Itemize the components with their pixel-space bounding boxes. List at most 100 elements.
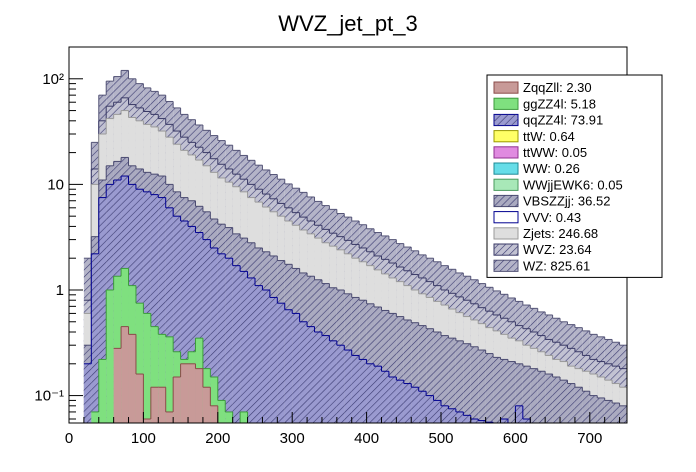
bin-hatch-vbszzjj: [448, 338, 456, 423]
bin-hatch-qqzz4l: [374, 366, 382, 423]
legend-swatch-vvv: [493, 211, 519, 224]
legend-label-wwjjewk6: WWjjEWK6: 0.05: [523, 177, 623, 192]
bin-ggzz4l: [106, 289, 114, 423]
bin-zqqzll: [128, 334, 136, 423]
bin-hatch-qqzz4l: [433, 400, 441, 423]
bin-hatch-qqzz4l: [329, 340, 337, 423]
bin-hatch-qqzz4l: [98, 197, 107, 423]
bin-hatch-qqzz4l: [284, 309, 293, 423]
bin-hatch-vbszzjj: [381, 310, 389, 423]
legend-label-zqqzll: ZqqZll: 2.30: [523, 80, 592, 95]
bin-hatch-qqzz4l: [336, 345, 345, 423]
bin-hatch-vbszzjj: [403, 319, 412, 423]
chart-title: WVZ_jet_pt_3: [278, 11, 417, 36]
bin-ggzz4l: [135, 303, 144, 423]
bin-hatch-qqzz4l: [158, 197, 166, 423]
bin-hatch-vbszzjj: [507, 361, 516, 423]
legend-label-vbszzjj: VBSZZjj: 36.52: [523, 194, 610, 209]
bin-hatch-vbszzjj: [515, 363, 523, 423]
bin-zqqzll: [165, 411, 174, 423]
bin-hatch-vbszzjj: [388, 313, 397, 423]
legend-swatch-ggzz4l: [493, 97, 519, 110]
bin-hatch-vbszzjj: [530, 368, 538, 423]
legend-label-ggzz4l: ggZZ4l: 5.18: [523, 96, 596, 111]
bin-hatch-vbszzjj: [441, 335, 449, 423]
legend-swatch-zqqzll: [493, 81, 519, 94]
bin-hatch-qqzz4l: [366, 363, 375, 423]
bin-hatch-vbszzjj: [522, 366, 531, 423]
bin-hatch-qqzz4l: [262, 289, 270, 423]
x-tick-label: 400: [354, 430, 379, 447]
bin-hatch-qqzz4l: [299, 321, 308, 423]
legend-label-qqzz4l: qqZZ4l: 73.91: [523, 113, 603, 128]
bin-hatch-qqzz4l: [217, 253, 226, 423]
bin-hatch-qqzz4l: [344, 350, 352, 423]
legend-swatch-zjets: [493, 227, 519, 240]
bin-hatch-vbszzjj: [374, 307, 382, 423]
bin-hatch-vbszzjj: [396, 316, 404, 423]
legend-label-vvv: VVV: 0.43: [523, 210, 581, 225]
bin-hatch-qqzz4l: [188, 226, 196, 423]
bin-ggzz4l: [98, 359, 107, 423]
bin-hatch-qqzz4l: [232, 265, 241, 423]
legend-swatch-ttw: [493, 130, 519, 143]
bin-hatch-qqzz4l: [411, 387, 419, 423]
bin-hatch-qqzz4l: [180, 221, 189, 423]
legend-label-ttw: ttW: 0.64: [523, 129, 575, 144]
bin-hatch-vbszzjj: [604, 400, 613, 423]
legend-swatch-hatch-vbszzjj: [494, 195, 518, 207]
bin-hatch-qqzz4l: [210, 247, 218, 423]
bin-hatch-vbszzjj: [589, 395, 598, 423]
bin-hatch-vbszzjj: [582, 391, 590, 423]
bin-hatch-qqzz4l: [478, 420, 486, 423]
bin-hatch-vbszzjj: [537, 371, 546, 423]
bin-hatch-qqzz4l: [269, 297, 278, 423]
legend-swatch-hatch-wz: [494, 260, 518, 272]
bin-hatch-qqzz4l: [448, 408, 456, 423]
bin-hatch-qqzz4l: [165, 207, 174, 423]
bin-hatch-vbszzjj: [485, 353, 494, 423]
x-tick-label: 700: [577, 430, 602, 447]
legend-swatch-hatch-qqzz4l: [494, 114, 518, 126]
bin-hatch-qqzz4l: [455, 411, 464, 423]
bin-hatch-vbszzjj: [493, 357, 501, 423]
bin-hatch-qqzz4l: [470, 419, 479, 423]
bin-zqqzll: [210, 405, 218, 423]
bin-hatch-qqzz4l: [381, 371, 389, 423]
bin-ggzz4l: [143, 313, 151, 423]
bin-hatch-qqzz4l: [321, 335, 330, 423]
bin-hatch-qqzz4l: [307, 326, 315, 423]
bin-ggzz4l: [91, 411, 99, 423]
legend-label-wz: WZ: 825.61: [523, 258, 590, 273]
bin-hatch-qqzz4l: [202, 239, 211, 423]
bin-hatch-vbszzjj: [426, 328, 434, 423]
x-tick-label: 100: [131, 430, 156, 447]
legend-swatch-wwjjewk6: [493, 178, 519, 191]
bin-hatch-qqzz4l: [173, 216, 181, 423]
bin-zqqzll: [180, 363, 189, 423]
bin-hatch-qqzz4l: [403, 383, 412, 423]
bin-hatch-qqzz4l: [515, 405, 523, 423]
bin-zqqzll: [135, 374, 144, 423]
bin-zqqzll: [158, 387, 166, 423]
bin-hatch-qqzz4l: [463, 415, 471, 423]
legend-label-wvz: WVZ: 23.64: [523, 242, 592, 257]
x-tick-label: 500: [428, 430, 453, 447]
bin-hatch-vbszzjj: [545, 374, 553, 423]
bin-hatch-qqzz4l: [240, 271, 248, 423]
bin-zqqzll: [150, 387, 159, 423]
bin-ggzz4l: [240, 411, 248, 423]
legend-label-ttww: ttWW: 0.05: [523, 145, 587, 160]
bin-hatch-qqzz4l: [255, 285, 263, 423]
bin-hatch-vbszzjj: [455, 340, 464, 423]
bin-hatch-qqzz4l: [426, 395, 434, 423]
y-tick-label: 10: [47, 176, 64, 193]
bin-hatch-qqzz4l: [195, 232, 203, 423]
histogram-stacks: [83, 69, 627, 424]
bin-hatch-vbszzjj: [500, 359, 508, 423]
bin-hatch-qqzz4l: [83, 363, 92, 423]
bin-hatch-qqzz4l: [247, 277, 255, 423]
legend-label-zjets: Zjets: 246.68: [523, 226, 598, 241]
bin-hatch-vbszzjj: [612, 403, 620, 423]
bin-hatch-qqzz4l: [418, 391, 427, 423]
